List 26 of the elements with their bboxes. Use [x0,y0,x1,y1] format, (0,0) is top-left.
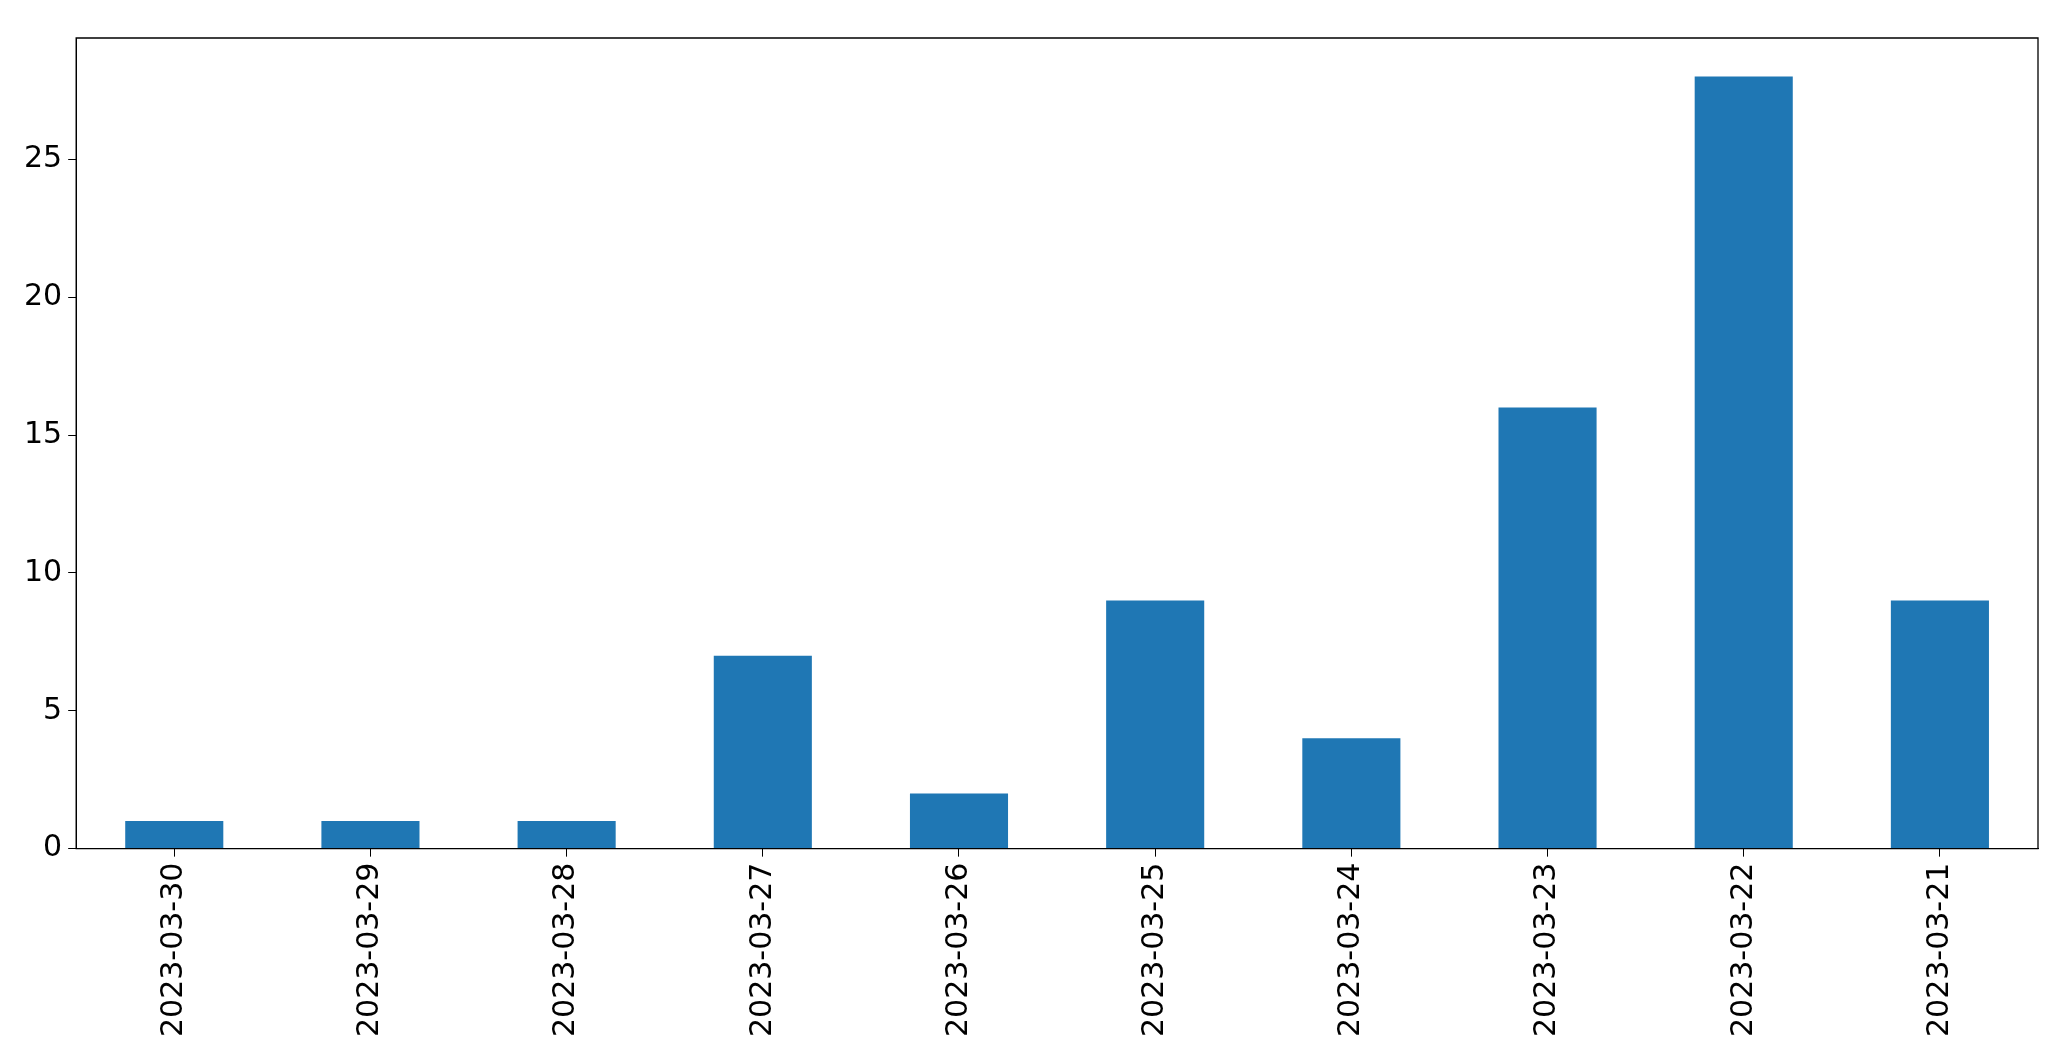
x-tick-label: 2023-03-29 [350,862,386,1038]
bar [1890,600,1989,849]
bar [517,821,616,849]
bar [321,821,420,849]
bar [125,821,224,849]
y-tick-label: 10 [23,552,63,588]
x-tick-label: 2023-03-23 [1527,862,1563,1038]
bar [713,655,812,849]
bar [1302,738,1401,849]
y-tick-label: 5 [43,690,63,726]
y-tick-label: 20 [23,276,63,312]
x-tick-label: 2023-03-28 [546,862,582,1038]
bar [1106,600,1205,849]
x-tick-label: 2023-03-22 [1723,862,1759,1038]
y-tick-label: 25 [23,139,63,175]
x-tick-label: 2023-03-24 [1331,862,1367,1038]
y-tick-label: 0 [43,828,63,864]
x-tick-label: 2023-03-26 [938,862,974,1038]
bar [1498,407,1597,849]
x-tick-label: 2023-03-25 [1134,862,1170,1038]
x-tick-label: 2023-03-30 [154,862,190,1038]
bar [909,793,1009,849]
bar [1694,76,1793,849]
y-tick-label: 15 [23,414,63,450]
x-tick-label: 2023-03-27 [742,862,778,1038]
x-tick-label: 2023-03-21 [1919,862,1955,1038]
